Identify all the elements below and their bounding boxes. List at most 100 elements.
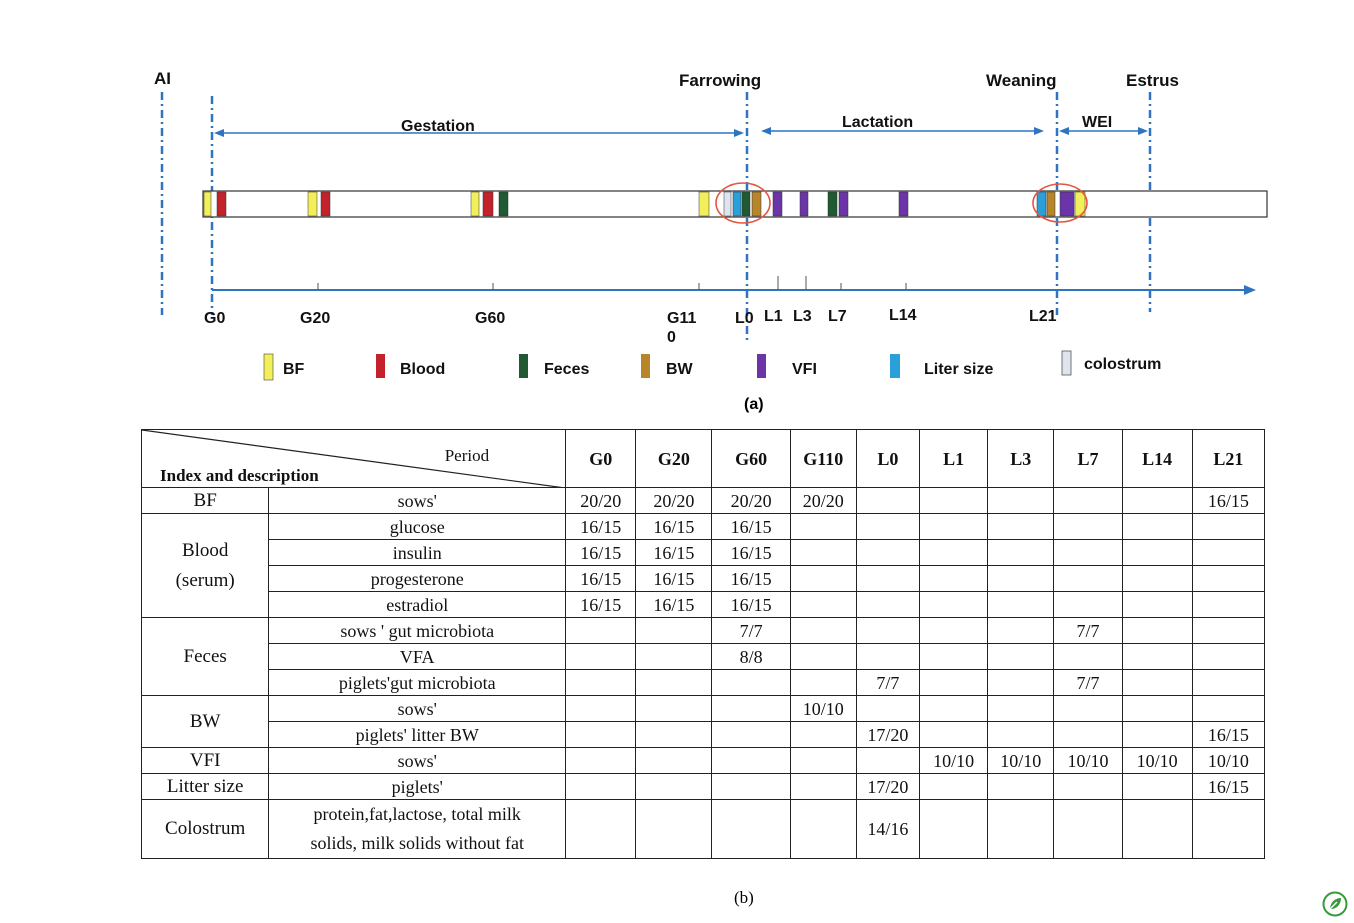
sampling-table: Period Index and description G0 G20 G60 …	[140, 429, 1266, 859]
legend-feces-label: Feces	[544, 361, 589, 378]
tick-g20: G20	[300, 310, 330, 327]
description-cell: estradiol	[268, 591, 567, 618]
legend-vfi-label: VFI	[792, 361, 817, 378]
table-row: VFA 8/8	[142, 643, 1266, 670]
category-cell: Colostrum	[140, 799, 270, 859]
column-header: L3	[987, 429, 1055, 488]
value-cell	[1191, 695, 1266, 722]
column-header: L1	[919, 429, 989, 488]
value-cell	[855, 695, 921, 722]
marker-blood	[320, 191, 331, 217]
column-header: G110	[789, 429, 857, 488]
value-cell: 10/10	[1121, 747, 1193, 774]
header-period: Period	[444, 446, 490, 465]
value-cell	[565, 643, 637, 670]
value-cell	[789, 799, 857, 859]
value-cell: 17/20	[855, 773, 921, 800]
value-cell	[919, 565, 989, 592]
marker-bw	[1046, 191, 1056, 217]
tick-l21: L21	[1029, 308, 1057, 325]
value-cell	[789, 669, 857, 696]
legend-vfi-swatch	[757, 354, 766, 378]
sampling-timeline-diagram: AI Farrowing Weaning Estrus Gestation La…	[154, 69, 1268, 381]
marker-feces	[827, 191, 838, 217]
gestation-label: Gestation	[401, 118, 475, 135]
column-header: L0	[855, 429, 921, 488]
value-cell	[1191, 513, 1266, 540]
description-cell: VFA	[268, 643, 567, 670]
value-cell	[1121, 591, 1193, 618]
value-cell	[919, 695, 989, 722]
farrowing-label: Farrowing	[679, 71, 761, 90]
value-cell: 10/10	[919, 747, 989, 774]
legend-blood-label: Blood	[400, 361, 445, 378]
value-cell	[1053, 643, 1123, 670]
legend-litter-label: Liter size	[924, 361, 993, 378]
description-cell: piglets'gut microbiota	[268, 669, 567, 696]
value-cell	[1191, 591, 1266, 618]
value-cell	[1121, 669, 1193, 696]
value-cell	[855, 643, 921, 670]
value-cell	[1121, 773, 1193, 800]
category-cell: VFI	[140, 747, 270, 774]
value-cell: 16/15	[1191, 487, 1266, 514]
value-cell	[789, 773, 857, 800]
value-cell	[565, 799, 637, 859]
table-header-row: Period Index and description G0 G20 G60 …	[140, 429, 1266, 488]
value-cell	[1121, 513, 1193, 540]
value-cell	[919, 617, 989, 644]
category-line: (serum)	[175, 569, 235, 591]
value-cell: 7/7	[855, 669, 921, 696]
value-cell	[1191, 617, 1266, 644]
value-cell	[789, 591, 857, 618]
tick-g110-line1: G11	[667, 310, 696, 327]
value-cell	[565, 669, 637, 696]
description-cell: piglets'	[268, 773, 567, 800]
column-header: G0	[565, 429, 637, 488]
value-cell	[789, 721, 857, 748]
legend-litter-swatch	[890, 354, 900, 378]
value-cell: 7/7	[1053, 617, 1123, 644]
column-header: L7	[1053, 429, 1123, 488]
value-cell: 7/7	[711, 617, 791, 644]
table-row: estradiol 16/15 16/15 16/15	[142, 591, 1266, 618]
value-cell	[919, 799, 989, 859]
value-cell: 16/15	[711, 513, 791, 540]
value-cell	[711, 773, 791, 800]
description-cell: piglets' litter BW	[268, 721, 567, 748]
value-cell	[987, 617, 1055, 644]
table-row: VFI sows' 10/10 10/10 10/10 10/10 10/10	[140, 747, 1266, 774]
value-cell	[919, 721, 989, 748]
header-index-description: Index and description	[160, 466, 319, 485]
value-cell: 10/10	[987, 747, 1055, 774]
legend-bw-label: BW	[666, 361, 694, 378]
value-cell: 16/15	[635, 591, 713, 618]
table-row: piglets' litter BW 17/20 16/15	[142, 721, 1266, 748]
value-cell	[855, 487, 921, 514]
marker-bf	[307, 191, 318, 217]
tick-l0: L0	[735, 310, 754, 327]
value-cell	[1121, 643, 1193, 670]
category-line: Blood	[181, 539, 229, 561]
value-cell: 10/10	[1191, 747, 1266, 774]
panel-b-label: (b)	[734, 888, 754, 907]
value-cell	[855, 747, 921, 774]
value-cell	[565, 721, 637, 748]
value-cell	[789, 513, 857, 540]
value-cell	[855, 617, 921, 644]
value-cell	[635, 773, 713, 800]
value-cell: 20/20	[711, 487, 791, 514]
value-cell: 10/10	[1053, 747, 1123, 774]
category-cell: BF	[140, 487, 270, 514]
marker-feces	[741, 191, 751, 217]
marker-bf	[470, 191, 480, 217]
value-cell	[987, 591, 1055, 618]
description-cell: protein,fat,lactose, total milk solids, m…	[268, 799, 567, 859]
tick-g60: G60	[475, 310, 505, 327]
value-cell	[711, 695, 791, 722]
value-cell	[1053, 487, 1123, 514]
value-cell	[635, 643, 713, 670]
value-cell	[635, 669, 713, 696]
value-cell	[919, 643, 989, 670]
wei-span	[1059, 127, 1148, 135]
